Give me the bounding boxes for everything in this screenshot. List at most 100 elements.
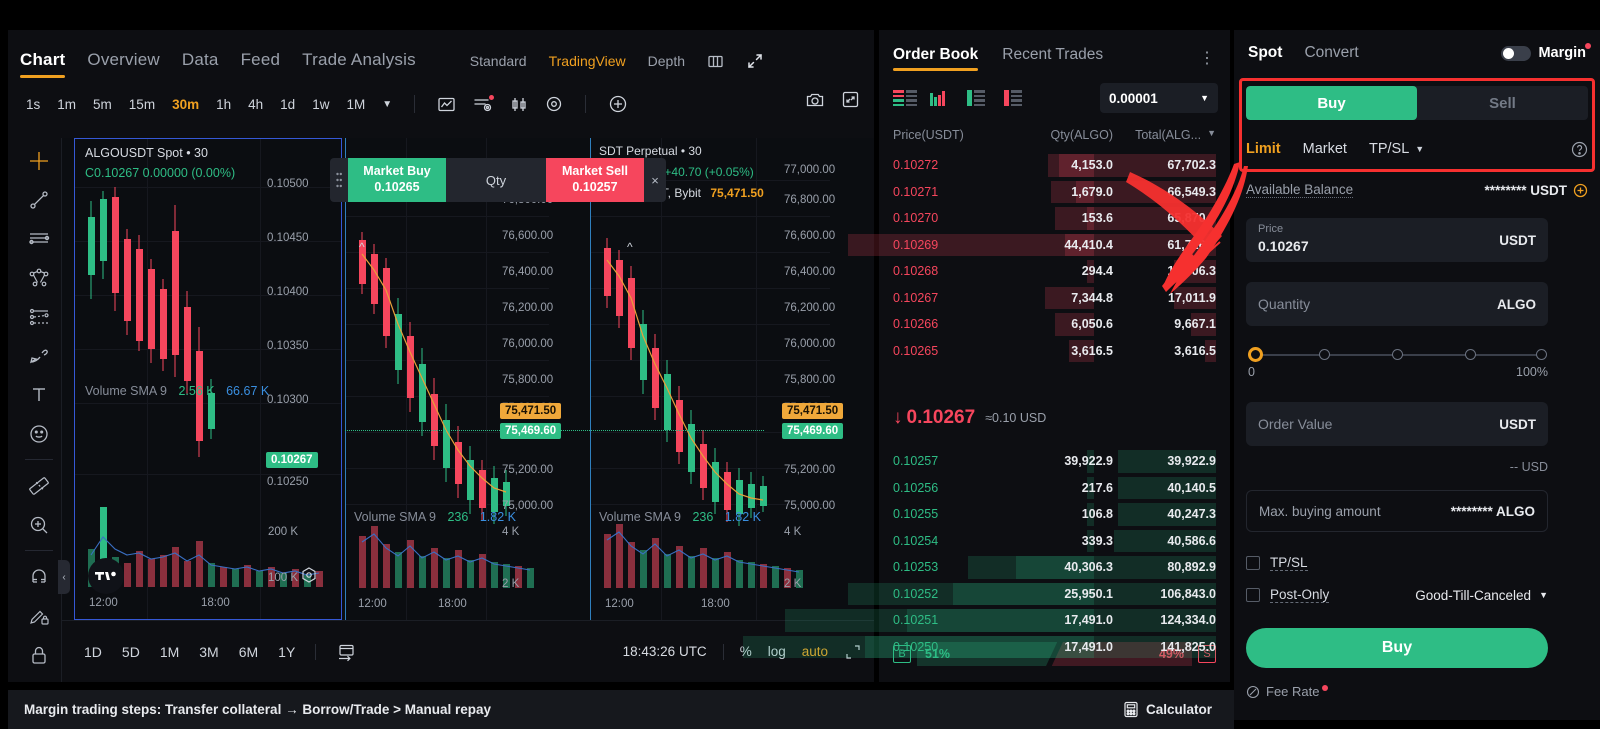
drag-grip-icon[interactable] — [330, 158, 348, 202]
auto-scale-toggle[interactable]: auto — [801, 644, 828, 659]
tab-recent-trades[interactable]: Recent Trades — [1002, 46, 1104, 63]
slider-node-100[interactable] — [1536, 349, 1547, 360]
expand-icon[interactable] — [746, 52, 764, 70]
table-row[interactable]: 0.10268 294.4 17,306.3 — [879, 258, 1230, 285]
available-balance-label[interactable]: Available Balance — [1246, 182, 1354, 198]
tpsl-label[interactable]: TP/SL — [1270, 555, 1308, 571]
crosshair-tool-icon[interactable] — [20, 144, 58, 177]
table-row[interactable]: 0.10250 17,491.0 141,825.0 — [743, 634, 1230, 661]
layout-asks-icon[interactable] — [1004, 90, 1030, 108]
interval-1m[interactable]: 1m — [57, 96, 77, 112]
slider-node-75[interactable] — [1465, 349, 1476, 360]
interval-1h[interactable]: 1h — [216, 96, 232, 112]
slider-knob[interactable] — [1248, 347, 1263, 362]
tab-data[interactable]: Data — [181, 50, 219, 69]
view-mode-standard[interactable]: Standard — [469, 53, 527, 69]
range-5d[interactable]: 5D — [121, 643, 140, 660]
price-input[interactable]: Price 0.10267 USDT — [1246, 218, 1548, 262]
zoom-tool-icon[interactable] — [20, 508, 58, 541]
order-type-tpsl[interactable]: TP/SL — [1368, 141, 1410, 157]
fee-rate-row[interactable]: Fee Rate — [1246, 684, 1329, 699]
candles-icon[interactable] — [510, 96, 528, 113]
tab-overview[interactable]: Overview — [87, 50, 160, 69]
add-indicator-icon[interactable] — [608, 94, 628, 114]
chart-order-widget[interactable]: Market Buy 0.10265 Qty Market Sell 0.102… — [330, 158, 666, 202]
toolbar-collapse-handle[interactable]: ‹ — [58, 560, 70, 594]
tab-chart[interactable]: Chart — [20, 50, 66, 78]
tab-convert[interactable]: Convert — [1304, 44, 1359, 61]
close-icon[interactable]: × — [651, 172, 659, 188]
table-row[interactable]: 0.10269 44,410.4 61,716.7 — [848, 232, 1230, 259]
chart-type-icon[interactable] — [437, 96, 456, 113]
table-row[interactable]: 0.10257 39,922.9 39,922.9 — [879, 448, 1230, 475]
trend-line-tool-icon[interactable] — [20, 183, 58, 216]
chart-canvas[interactable]: ALGOUSDT Spot • 30 C0.10267 0.00000 (0.0… — [62, 138, 874, 620]
tab-trade-analysis[interactable]: Trade Analysis — [302, 50, 416, 69]
interval-1s[interactable]: 1s — [26, 96, 41, 112]
chart-pane-algousdt[interactable]: ALGOUSDT Spot • 30 C0.10267 0.00000 (0.0… — [74, 138, 342, 620]
log-scale-toggle[interactable]: log — [767, 644, 786, 659]
date-range-icon[interactable] — [336, 642, 356, 662]
maximize-icon[interactable] — [844, 643, 862, 661]
pane2-collapse-chevron-icon[interactable]: ^ — [359, 240, 365, 254]
slider-node-25[interactable] — [1319, 349, 1330, 360]
order-widget-qty-input[interactable]: Qty — [446, 158, 546, 202]
table-row[interactable]: 0.10254 339.3 40,586.6 — [879, 528, 1230, 555]
sell-tab-button[interactable]: Sell — [1489, 94, 1516, 112]
range-1m[interactable]: 1M — [159, 643, 180, 660]
buy-tab-button[interactable]: Buy — [1246, 86, 1417, 120]
add-funds-icon[interactable] — [1573, 183, 1588, 198]
interval-1w[interactable]: 1w — [312, 96, 330, 112]
interval-4h[interactable]: 4h — [248, 96, 264, 112]
split-layout-icon[interactable] — [707, 53, 724, 70]
table-row[interactable]: 0.10272 4,153.0 67,702.3 — [879, 152, 1230, 179]
interval-5m[interactable]: 5m — [93, 96, 112, 112]
order-type-limit[interactable]: Limit — [1246, 141, 1281, 157]
help-icon[interactable] — [1571, 141, 1588, 158]
pattern-tool-icon[interactable] — [20, 261, 58, 294]
quantity-input[interactable]: Quantity ALGO — [1246, 282, 1548, 326]
range-6m[interactable]: 6M — [238, 643, 259, 660]
reset-chart-icon[interactable] — [300, 566, 318, 584]
post-only-label[interactable]: Post-Only — [1270, 587, 1330, 603]
order-type-market[interactable]: Market — [1302, 141, 1347, 157]
lock-icon[interactable] — [20, 638, 58, 671]
slider-node-50[interactable] — [1392, 349, 1403, 360]
lock-drawings-icon[interactable] — [20, 599, 58, 632]
table-row[interactable]: 0.10267 7,344.8 17,011.9 — [879, 285, 1230, 312]
layout-both-icon[interactable] — [893, 90, 919, 108]
market-sell-button[interactable]: Market Sell 0.10257 — [546, 158, 644, 202]
fullscreen-icon[interactable] — [841, 90, 860, 109]
chevron-down-icon[interactable]: ▼ — [382, 98, 393, 110]
submit-buy-button[interactable]: Buy — [1246, 628, 1548, 668]
table-row[interactable]: 0.10271 1,679.0 66,549.3 — [879, 179, 1230, 206]
interval-1M[interactable]: 1M — [346, 96, 366, 112]
brush-tool-icon[interactable] — [20, 339, 58, 372]
order-value-input[interactable]: Order Value USDT — [1246, 402, 1548, 446]
interval-1d[interactable]: 1d — [280, 96, 296, 112]
emoji-tool-icon[interactable] — [20, 417, 58, 450]
interval-30m[interactable]: 30m — [172, 96, 200, 112]
range-3m[interactable]: 3M — [199, 643, 219, 660]
tpsl-checkbox[interactable] — [1246, 556, 1260, 570]
indicators-icon[interactable] — [473, 94, 495, 113]
magnet-tool-icon[interactable] — [20, 560, 58, 593]
chevron-down-icon[interactable]: ▼ — [1415, 144, 1425, 154]
table-row[interactable]: 0.10265 3,616.5 3,616.5 — [879, 338, 1230, 365]
target-icon[interactable] — [545, 95, 563, 113]
percent-scale-toggle[interactable]: % — [739, 644, 752, 659]
tab-feed[interactable]: Feed — [240, 50, 281, 69]
table-row[interactable]: 0.10256 217.6 40,140.5 — [879, 475, 1230, 502]
table-row[interactable]: 0.10255 106.8 40,247.3 — [879, 501, 1230, 528]
chevron-down-icon[interactable]: ▼ — [1207, 128, 1216, 138]
camera-icon[interactable] — [805, 91, 825, 109]
view-mode-depth[interactable]: Depth — [647, 53, 685, 69]
precision-selector[interactable]: 0.00001 ▼ — [1100, 83, 1218, 113]
chart-pane-btc-3[interactable]: SDT Perpetual • 30 C75,469.60 +40.70 (+0… — [590, 138, 830, 620]
post-only-checkbox[interactable] — [1246, 588, 1260, 602]
layout-bids-icon[interactable] — [967, 90, 993, 108]
table-row[interactable]: 0.10252 25,950.1 106,843.0 — [848, 581, 1230, 608]
calculator-button[interactable]: Calculator — [1123, 701, 1212, 718]
fibonacci-tool-icon[interactable] — [20, 222, 58, 255]
table-row[interactable]: 0.10270 153.6 65,870.3 — [879, 205, 1230, 232]
